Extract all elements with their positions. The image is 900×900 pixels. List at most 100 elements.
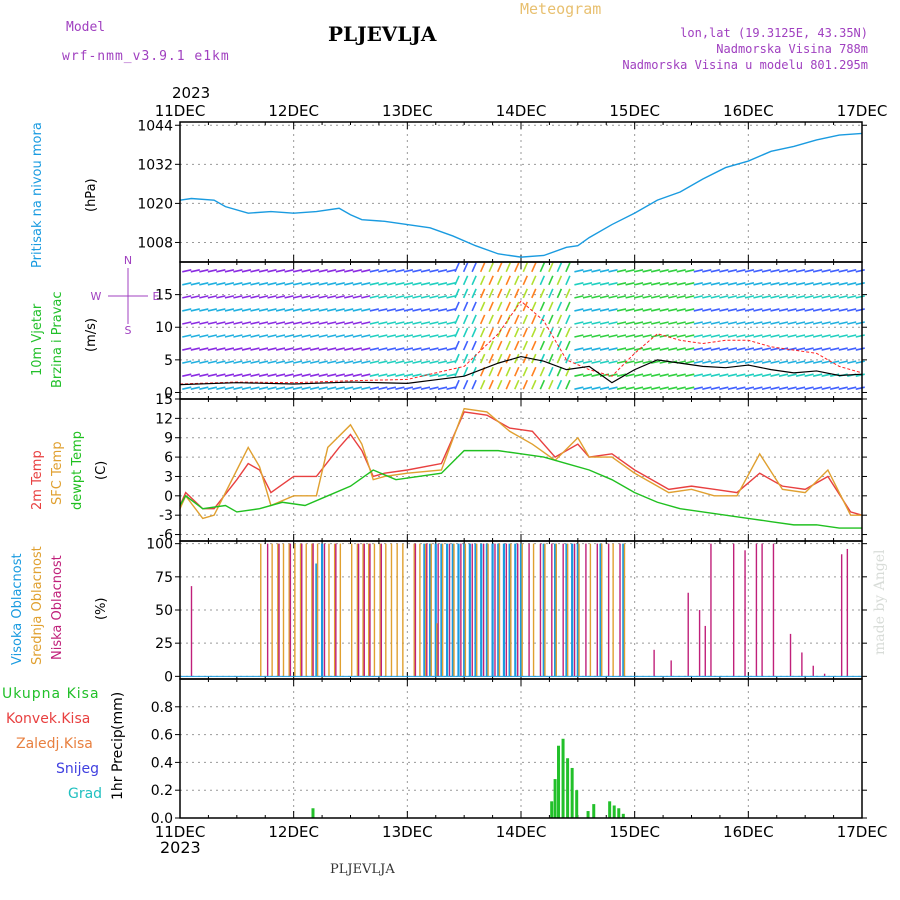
wind-barb bbox=[241, 386, 252, 390]
wind-barb bbox=[488, 327, 494, 338]
wind-barb bbox=[650, 269, 661, 273]
wind-barb bbox=[616, 334, 627, 338]
sfc-temp-line bbox=[179, 407, 862, 520]
wind-barb bbox=[633, 269, 644, 273]
wind-barb bbox=[352, 321, 362, 325]
wind-barb bbox=[471, 366, 477, 377]
wind-barb bbox=[352, 347, 362, 351]
wind-barb bbox=[556, 379, 563, 390]
wind-barb bbox=[488, 366, 494, 377]
wind-barb bbox=[292, 269, 303, 273]
wind-barb bbox=[190, 282, 200, 286]
wind-barb bbox=[233, 373, 243, 377]
wind-barb bbox=[548, 301, 554, 312]
wind-barb bbox=[753, 373, 763, 377]
wind-barb bbox=[216, 386, 226, 390]
wind-barb bbox=[207, 295, 218, 299]
ytick-label-wind: 0 bbox=[164, 385, 173, 401]
wind-barb bbox=[514, 379, 520, 390]
wind-barb bbox=[182, 321, 192, 325]
wind-barb bbox=[556, 340, 563, 351]
wind-barb bbox=[625, 373, 635, 377]
xtick-label-top: 13DEC bbox=[382, 102, 433, 120]
wind-barb bbox=[284, 321, 294, 325]
wind-barb bbox=[199, 295, 209, 299]
wind-barb bbox=[650, 295, 661, 299]
wind-barb bbox=[496, 288, 503, 299]
wind-barb bbox=[301, 321, 311, 325]
precip-bar bbox=[553, 779, 557, 818]
xtick-label-top: 15DEC bbox=[609, 102, 660, 120]
xtick-label-bottom: 13DEC bbox=[382, 823, 433, 841]
wind-barb bbox=[616, 282, 627, 286]
wind-barb bbox=[787, 308, 797, 312]
wind-barb bbox=[744, 360, 755, 364]
wind-barb bbox=[761, 373, 772, 377]
wind-barb bbox=[736, 308, 746, 312]
wind-barb bbox=[267, 269, 277, 273]
wind-barb bbox=[616, 386, 627, 390]
wind-barb bbox=[471, 275, 477, 286]
wind-barb bbox=[531, 262, 537, 273]
wind-barb bbox=[565, 275, 571, 286]
wind-barb bbox=[685, 334, 695, 338]
ytick-label-cloud: 75 bbox=[155, 570, 173, 586]
wind-barb bbox=[386, 308, 397, 312]
wind-barb bbox=[505, 327, 511, 338]
wind-barb bbox=[327, 334, 337, 338]
wind-barb bbox=[369, 321, 379, 325]
wind-barb bbox=[531, 275, 537, 286]
wind-barb bbox=[608, 308, 618, 312]
wind-barb bbox=[744, 321, 755, 325]
wind-barb bbox=[599, 282, 610, 286]
wind-barb bbox=[838, 347, 848, 351]
wind-barb bbox=[207, 334, 218, 338]
wind-barb bbox=[301, 386, 311, 390]
wind-barb bbox=[522, 314, 529, 325]
wind-barb bbox=[829, 282, 840, 286]
wind-barb bbox=[327, 282, 337, 286]
wind-barb bbox=[582, 321, 593, 325]
wind-barb bbox=[616, 321, 627, 325]
wind-barb bbox=[744, 334, 755, 338]
wind-barb bbox=[608, 360, 618, 364]
wind-barb bbox=[241, 282, 252, 286]
wind-barb bbox=[386, 321, 397, 325]
wind-barb bbox=[642, 308, 652, 312]
wind-barb bbox=[437, 269, 448, 273]
wind-barb bbox=[207, 347, 218, 351]
wind-barb bbox=[403, 269, 414, 273]
wind-barb bbox=[241, 373, 252, 377]
wind-barb bbox=[386, 269, 397, 273]
wind-barb bbox=[719, 386, 729, 390]
wind-barb bbox=[479, 275, 486, 286]
wind-barb bbox=[318, 321, 328, 325]
wind-barb bbox=[369, 386, 379, 390]
panel-frame-precip bbox=[179, 678, 863, 819]
wind-barb bbox=[642, 269, 652, 273]
wind-barb bbox=[668, 347, 678, 351]
wind-barb bbox=[258, 386, 269, 390]
wind-barb bbox=[429, 334, 439, 338]
wind-barb bbox=[224, 360, 235, 364]
wind-barb bbox=[412, 295, 422, 299]
wind-barb bbox=[821, 269, 831, 273]
wind-barb bbox=[224, 373, 235, 377]
wind-barb bbox=[318, 308, 328, 312]
wind-barb bbox=[190, 295, 200, 299]
wind-barb bbox=[429, 282, 439, 286]
wind-barb bbox=[309, 269, 320, 273]
wind-barb bbox=[770, 295, 780, 299]
xtick-label-top: 16DEC bbox=[723, 102, 774, 120]
wind-barb bbox=[812, 308, 823, 312]
wind-barb bbox=[770, 373, 780, 377]
wind-barb bbox=[804, 386, 814, 390]
wind-barb bbox=[335, 321, 345, 325]
wind-barb bbox=[599, 308, 610, 312]
wind-barb bbox=[548, 314, 554, 325]
wind-barb bbox=[795, 386, 806, 390]
wind-barb bbox=[770, 269, 780, 273]
wind-barb bbox=[650, 321, 661, 325]
ytick-label-wind: 10 bbox=[155, 320, 173, 336]
wind-barb bbox=[301, 282, 311, 286]
